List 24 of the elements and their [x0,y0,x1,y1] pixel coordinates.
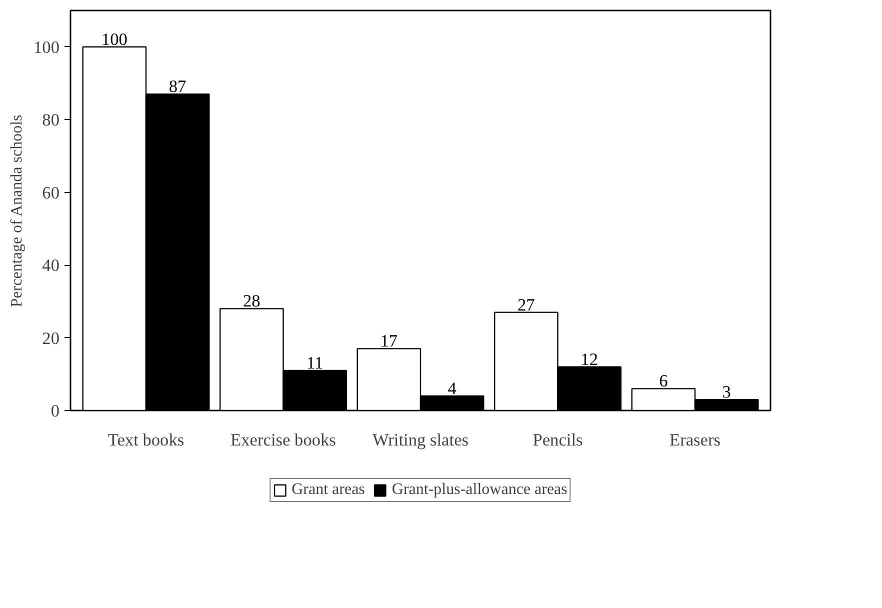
y-tick-label: 20 [42,328,60,348]
data-label: 11 [306,354,324,372]
x-tick-label: Exercise books [230,430,336,450]
x-tick-label: Writing slates [372,430,469,450]
data-label: 12 [580,350,598,369]
data-label: 100 [101,30,128,49]
data-label: 4 [448,378,457,398]
legend-label: Grant-plus-allowance areas [392,481,568,499]
y-tick-label: 0 [50,402,60,420]
x-tick-label: Pencils [532,430,584,450]
data-label: 3 [722,382,731,402]
data-label: 27 [518,295,536,314]
y-axis-title: Percentage of Ananda schools [8,114,26,308]
data-label: 17 [380,332,398,351]
x-tick-label: Text books [108,430,184,450]
y-tick-label: 100 [34,38,60,57]
y-tick-label: 60 [42,183,60,202]
data-label: 6 [659,372,668,391]
y-tick-label: 40 [42,256,60,276]
x-tick-label: Erasers [670,430,721,450]
data-label: 87 [168,77,187,96]
legend-label: Grant areas [292,481,365,499]
y-tick-label: 80 [42,110,60,130]
data-label: 28 [243,292,260,311]
